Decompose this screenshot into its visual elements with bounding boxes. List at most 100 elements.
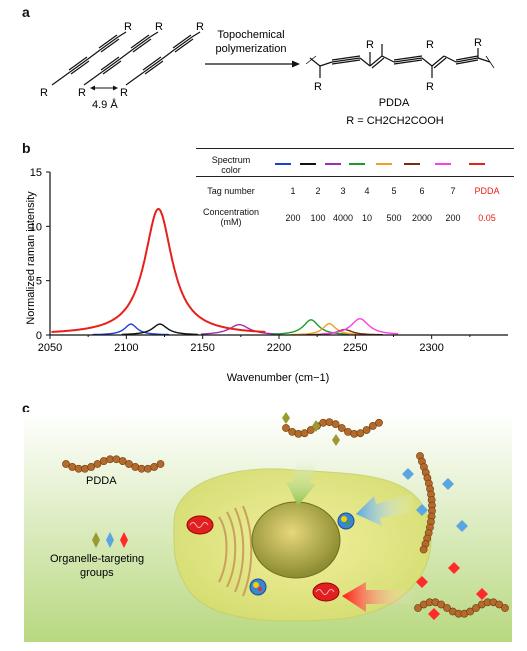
olive-tag-icons [282,412,340,446]
bead [362,426,371,434]
bead [356,429,365,438]
spectrum-color-swatch [376,163,392,165]
r-label: R [366,39,374,51]
spectra-curves [51,207,399,336]
conc-line-2: (mM) [220,217,242,227]
concentration-cell: 0.05 [478,213,496,223]
spacing-arrow [90,85,118,91]
spectrum-color-swatch [469,163,485,165]
bead [282,424,290,432]
r-label: R [124,21,132,33]
bead [472,604,480,612]
table-row-color: Spectrum color [196,154,514,176]
bead [300,429,309,438]
series-line-7 [321,317,399,335]
x-tick-label: 2200 [267,342,291,354]
organelle-targeting-groups-legend [92,532,128,548]
table-mid-rule [196,176,514,177]
x-tick-label: 2250 [343,342,367,354]
panel-letter-a: a [22,4,30,20]
bead [331,420,340,429]
x-tick-label: 2300 [419,342,443,354]
tag-number-cell: PDDA [474,186,500,196]
monomer-1 [51,31,127,86]
tag-number-cell: 7 [450,186,456,196]
y-tick-label: 15 [30,167,42,179]
tag-number-cell: 2 [315,186,321,196]
olive-diamond-icon [92,532,100,548]
panel-letter-c: c [22,400,30,416]
series-line-4 [272,319,350,335]
tag-number-cell: 6 [419,186,425,196]
lysosome-icon [337,512,355,530]
bead [125,460,133,468]
concentration-cell: 4000 [332,213,354,223]
concentration-cell: 200 [445,213,461,223]
pdda-legend-chain [62,455,165,473]
header-line-2: color [221,165,241,175]
bead [118,457,127,465]
r-label: R [40,87,48,99]
tag-number-label: Tag number [207,186,255,196]
cell-illustration: PDDA Organelle-targeting groups [24,412,512,642]
groups-label-2: groups [80,567,114,579]
red-targeting-arrow [342,582,416,612]
concentration-cell: 100 [310,213,326,223]
spectrum-color-header: Spectrum color [196,155,266,175]
spacing-label: 4.9 Å [92,98,118,111]
arrow-label-1: Topochemical [217,29,284,41]
header-line-1: Spectrum [211,155,251,165]
lysosome-icon [249,578,267,596]
spectrum-legend-table: Spectrum color Tag number 1 2 3 4 5 6 7 PDDA Co… [196,148,514,238]
bead [443,604,451,612]
y-tick-label: 5 [36,276,42,288]
r-label: R [78,87,86,99]
x-tick-label: 2100 [114,342,138,354]
r-label: R [474,37,482,49]
x-axis-label: Wavenumber (cm−1) [227,372,330,384]
bead [414,604,422,612]
concentration-cell: 500 [386,213,402,223]
bead [87,463,96,471]
bead [150,463,159,471]
pdda-bead-chains [62,418,509,618]
tag-number-cell: 4 [364,186,370,196]
tag-number-cell: 3 [340,186,346,196]
blue-tag-icons [402,468,468,532]
bead [93,460,102,468]
golgi-icon [218,505,253,597]
bead [62,460,70,468]
bead [337,424,346,432]
pdda-chain-blue [416,452,436,554]
bead [437,600,446,609]
pdda-legend-label: PDDA [86,475,117,487]
mitochondrion-icon [312,582,340,602]
red-tag-icons [416,562,488,620]
concentration-cell: 2000 [411,213,433,223]
red-diamond-icon [120,532,128,548]
conc-line-1: Concentration [202,207,260,217]
pdda-polymer [305,44,495,78]
bead [495,600,504,609]
blue-targeting-arrow [356,494,416,526]
panel-letter-b: b [22,140,31,156]
spectrum-color-swatch [325,163,341,165]
bead [501,604,509,612]
spectrum-color-swatch [300,163,316,165]
bead [466,607,475,616]
r-label: R [426,39,434,51]
x-tick-label: 2050 [38,342,62,354]
r-label: R [120,87,128,99]
series-line-3 [201,324,278,335]
concentration-cell: 10 [361,213,372,223]
series-line-5 [291,322,368,336]
monomer-3 [125,31,201,86]
bead [368,422,377,430]
spectrum-color-swatch [404,163,420,165]
r-label: R [155,21,163,33]
table-row-concentration: Concentration (mM) 200 100 4000 10 500 2000 20… [196,207,514,229]
r-label: R [426,81,434,93]
table-row-tag: Tag number 1 2 3 4 5 6 7 PDDA [196,186,514,198]
